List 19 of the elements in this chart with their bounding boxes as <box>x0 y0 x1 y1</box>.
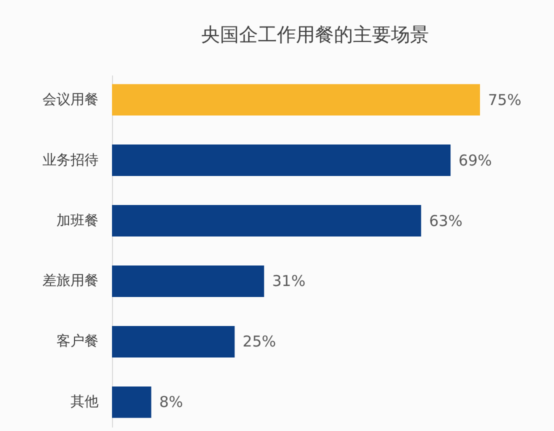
y-tick-label: 加班餐 <box>56 212 98 229</box>
y-tick-label: 其他 <box>70 394 98 410</box>
bar <box>112 326 235 358</box>
y-tick-label: 客户餐 <box>56 334 98 350</box>
bar <box>112 266 264 297</box>
data-label: 31% <box>272 272 306 290</box>
data-label: 69% <box>458 151 492 170</box>
y-tick-label: 业务招待 <box>42 152 98 168</box>
bar <box>112 205 422 236</box>
chart-title: 央国企工作用餐的主要场景 <box>201 24 429 46</box>
data-label: 63% <box>429 212 462 230</box>
data-label: 8% <box>159 393 184 412</box>
y-tick-label: 差旅用餐 <box>42 273 98 290</box>
bar <box>112 386 152 418</box>
data-label: 75% <box>488 90 522 109</box>
bar <box>112 144 451 176</box>
bar <box>112 84 480 116</box>
data-label: 25% <box>242 332 276 351</box>
y-tick-label: 会议用餐 <box>42 92 98 108</box>
